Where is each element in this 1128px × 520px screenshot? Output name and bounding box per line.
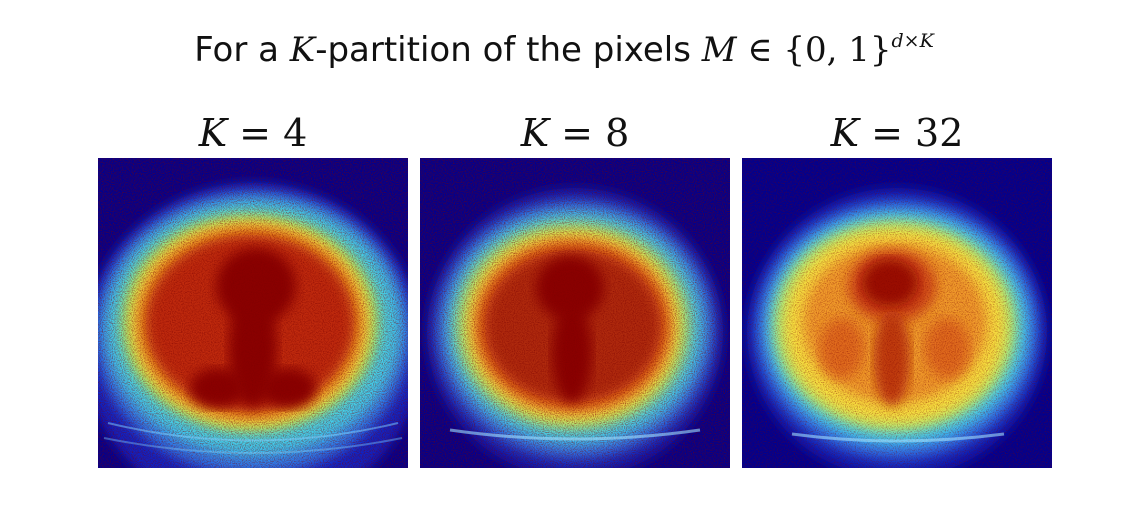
panel-label-rel: =: [227, 111, 284, 155]
panel-label-k4: K = 4: [98, 110, 408, 156]
panel-label-value: 4: [283, 111, 308, 155]
title-k-variable: K: [289, 30, 316, 70]
heatmap-k4: [98, 158, 408, 468]
panel-label-k8: K = 8: [420, 110, 730, 156]
panel-label-value: 32: [915, 111, 964, 155]
heatmap-k32: [742, 158, 1052, 468]
title-m-variable: M: [701, 30, 737, 70]
title-superscript: d×K: [891, 29, 934, 52]
title-middle: -partition of the pixels: [315, 30, 702, 70]
panel-label-k32: K = 32: [742, 110, 1052, 156]
panel-label-var: K: [198, 111, 228, 155]
heatmap-k8: [420, 158, 730, 468]
panel-k8: K = 8: [420, 110, 730, 468]
panel-label-var: K: [830, 111, 860, 155]
title-set: ∈ {0, 1}: [736, 30, 892, 70]
panel-k4: K = 4: [98, 110, 408, 468]
title-prefix: For a: [194, 30, 290, 70]
panel-label-rel: =: [549, 111, 606, 155]
panel-label-rel: =: [859, 111, 916, 155]
panel-label-var: K: [520, 111, 550, 155]
panel-k32: K = 32: [742, 110, 1052, 468]
figure-title: For a K-partition of the pixels M ∈ {0, …: [0, 30, 1128, 70]
panel-label-value: 8: [605, 111, 630, 155]
